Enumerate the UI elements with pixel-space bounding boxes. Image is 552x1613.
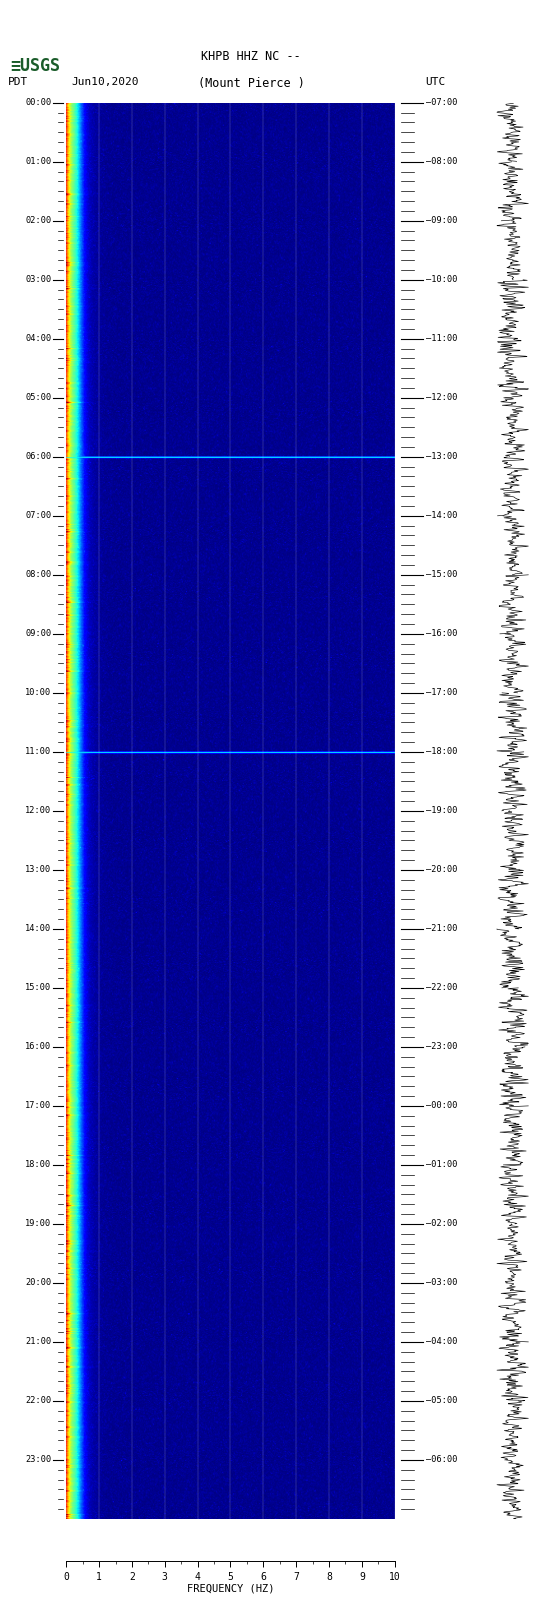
- Text: ≡USGS: ≡USGS: [10, 56, 60, 74]
- Text: 03:00: 03:00: [25, 276, 52, 284]
- Text: 15:00: 15:00: [25, 984, 52, 992]
- Text: 13:00: 13:00: [25, 865, 52, 874]
- Text: 07:00: 07:00: [25, 511, 52, 521]
- Text: (Mount Pierce ): (Mount Pierce ): [198, 77, 305, 90]
- Text: 12:00: 12:00: [25, 806, 52, 815]
- Text: –04:00: –04:00: [426, 1337, 458, 1347]
- Text: 04:00: 04:00: [25, 334, 52, 344]
- Text: 02:00: 02:00: [25, 216, 52, 226]
- Text: UTC: UTC: [425, 77, 445, 87]
- Text: –16:00: –16:00: [426, 629, 458, 639]
- Text: 05:00: 05:00: [25, 394, 52, 402]
- Text: –08:00: –08:00: [426, 158, 458, 166]
- Text: 18:00: 18:00: [25, 1160, 52, 1169]
- Text: 11:00: 11:00: [25, 747, 52, 756]
- Text: 00:00: 00:00: [25, 98, 52, 108]
- Text: –00:00: –00:00: [426, 1102, 458, 1110]
- Text: –11:00: –11:00: [426, 334, 458, 344]
- Text: –12:00: –12:00: [426, 394, 458, 402]
- Text: 06:00: 06:00: [25, 452, 52, 461]
- Text: –02:00: –02:00: [426, 1219, 458, 1229]
- Text: –05:00: –05:00: [426, 1397, 458, 1405]
- Text: 17:00: 17:00: [25, 1102, 52, 1110]
- Text: –22:00: –22:00: [426, 984, 458, 992]
- Text: –03:00: –03:00: [426, 1279, 458, 1287]
- Text: 09:00: 09:00: [25, 629, 52, 639]
- Text: –15:00: –15:00: [426, 571, 458, 579]
- Text: –21:00: –21:00: [426, 924, 458, 934]
- Text: –17:00: –17:00: [426, 689, 458, 697]
- Text: 21:00: 21:00: [25, 1337, 52, 1347]
- Text: 14:00: 14:00: [25, 924, 52, 934]
- Text: –01:00: –01:00: [426, 1160, 458, 1169]
- Text: –20:00: –20:00: [426, 865, 458, 874]
- X-axis label: FREQUENCY (HZ): FREQUENCY (HZ): [187, 1584, 274, 1594]
- Text: PDT: PDT: [8, 77, 29, 87]
- Text: Jun10,2020: Jun10,2020: [72, 77, 139, 87]
- Text: –18:00: –18:00: [426, 747, 458, 756]
- Text: 20:00: 20:00: [25, 1279, 52, 1287]
- Text: 10:00: 10:00: [25, 689, 52, 697]
- Text: –23:00: –23:00: [426, 1042, 458, 1052]
- Text: –13:00: –13:00: [426, 452, 458, 461]
- Text: –06:00: –06:00: [426, 1455, 458, 1465]
- Text: KHPB HHZ NC --: KHPB HHZ NC --: [201, 50, 301, 63]
- Text: –09:00: –09:00: [426, 216, 458, 226]
- Text: –14:00: –14:00: [426, 511, 458, 521]
- Text: 01:00: 01:00: [25, 158, 52, 166]
- Text: –19:00: –19:00: [426, 806, 458, 815]
- Text: 19:00: 19:00: [25, 1219, 52, 1229]
- Text: –07:00: –07:00: [426, 98, 458, 108]
- Text: –10:00: –10:00: [426, 276, 458, 284]
- Text: 16:00: 16:00: [25, 1042, 52, 1052]
- Text: 23:00: 23:00: [25, 1455, 52, 1465]
- Text: 08:00: 08:00: [25, 571, 52, 579]
- Text: 22:00: 22:00: [25, 1397, 52, 1405]
